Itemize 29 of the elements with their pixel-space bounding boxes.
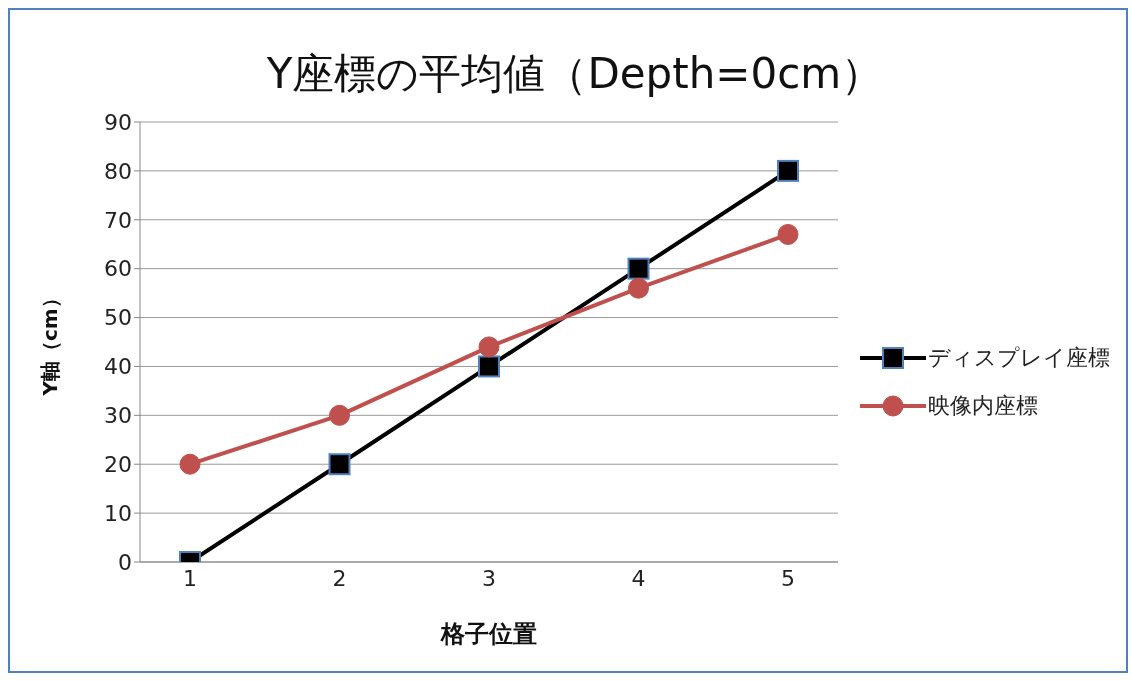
y-tick-label: 30 [104, 403, 132, 429]
x-tick-label: 3 [482, 565, 496, 591]
x-axis-title: 格子位置 [440, 620, 537, 648]
point [478, 355, 500, 378]
legend-label: ディスプレイ座標 [928, 344, 1110, 372]
y-tick-label: 50 [104, 305, 132, 331]
point [179, 453, 201, 475]
chart-title: Y座標の平均値（Depth=0cm） [265, 48, 885, 100]
x-tick-label: 4 [631, 565, 646, 591]
x-tick-label: 5 [781, 565, 795, 591]
point [628, 277, 649, 299]
point [777, 159, 799, 182]
point [328, 453, 351, 476]
point [627, 257, 650, 280]
point [777, 223, 799, 245]
y-tick-label: 60 [104, 256, 132, 282]
y-tick-label: 80 [104, 158, 132, 184]
y-tick-label: 70 [104, 207, 132, 233]
legend-label: 映像内座標 [928, 392, 1038, 420]
point [329, 404, 350, 426]
point [478, 336, 500, 358]
y-tick-label: 0 [118, 549, 132, 575]
y-axis-title: Y軸（cm） [38, 288, 63, 397]
y-tick-label: 10 [104, 500, 132, 526]
y-tick-label: 40 [104, 354, 132, 380]
x-tick-label: 1 [183, 565, 197, 591]
y-tick-label: 90 [104, 109, 132, 135]
x-tick-label: 2 [332, 565, 347, 591]
y-tick-label: 20 [104, 452, 132, 478]
